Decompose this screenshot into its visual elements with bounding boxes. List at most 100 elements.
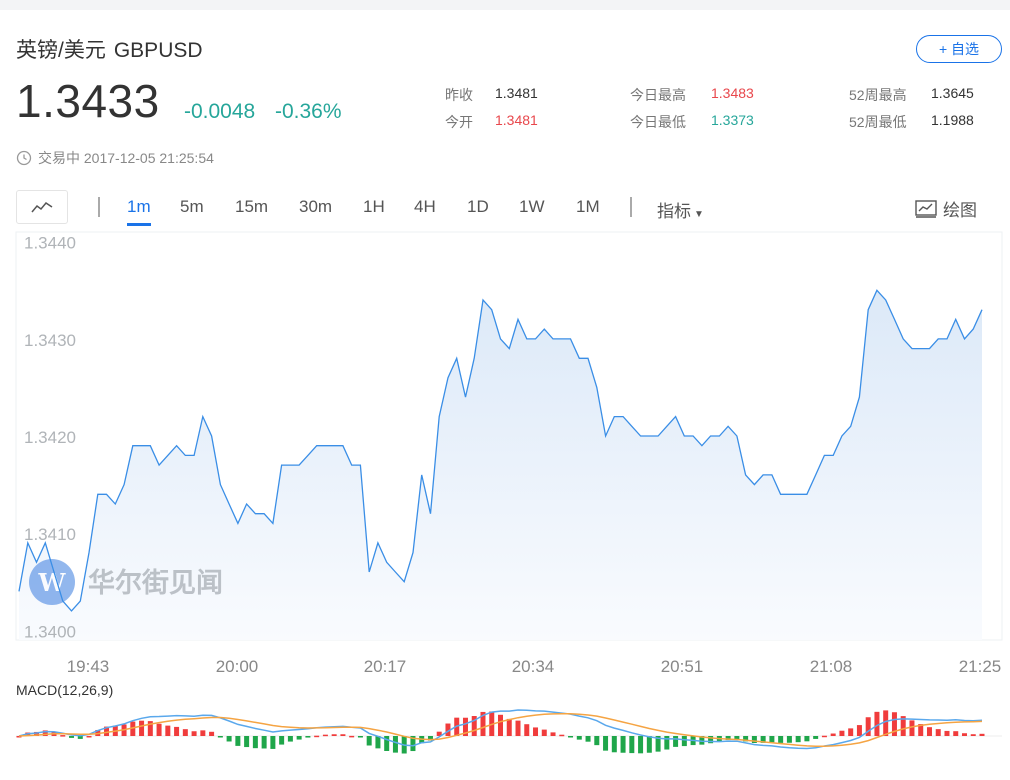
macd-bar [874, 711, 880, 736]
drawing-chart-icon [915, 199, 937, 218]
macd-bar [576, 736, 582, 740]
x-tick-label: 19:43 [67, 657, 110, 676]
macd-bar [918, 724, 924, 736]
y-tick-label: 1.3440 [24, 234, 76, 253]
macd-bar [261, 736, 267, 749]
draw-button[interactable]: 绘图 [915, 196, 977, 221]
timeframe-15m[interactable]: 15m [235, 197, 269, 216]
stat-value: 1.1988 [931, 112, 974, 128]
price-change-pct: -0.36% [275, 100, 342, 123]
price-line [18, 289, 983, 612]
clock-icon [16, 150, 32, 166]
macd-bar [445, 723, 451, 736]
y-tick-label: 1.3410 [24, 525, 76, 544]
macd-bar [961, 733, 967, 736]
macd-bar [279, 736, 285, 745]
macd-bar [786, 736, 792, 743]
macd-bar [891, 712, 897, 736]
macd-bar [813, 736, 819, 739]
macd-bar [357, 736, 363, 738]
macd-bar [16, 736, 22, 738]
timeframe-5m[interactable]: 5m [180, 197, 204, 216]
macd-bar [585, 736, 591, 742]
instrument-name: 英镑/美元 GBPUSD [16, 34, 203, 64]
macd-bar [314, 735, 320, 738]
macd-bar [638, 736, 644, 754]
macd-bar [620, 736, 626, 753]
macd-bar [104, 726, 110, 736]
macd-bar [287, 736, 293, 742]
macd-bar [392, 736, 398, 753]
macd-bar [795, 736, 801, 743]
status-text: 交易中 2017-12-05 21:25:54 [38, 150, 214, 166]
x-tick-label: 21:25 [959, 657, 1002, 676]
macd-bar [970, 734, 976, 736]
stat-52w-low: 52周最低 1.1988 [849, 112, 974, 132]
macd-bar [471, 716, 477, 736]
line-chart-icon [31, 202, 53, 213]
macd-bar [42, 730, 48, 736]
macd-bar [296, 736, 302, 740]
price-chart[interactable]: W 华尔街见闻 1.3440 1.3430 1.3420 1.3410 1.3400 19:4… [0, 220, 1010, 780]
timeframe-30m[interactable]: 30m [299, 197, 333, 216]
macd-bar [69, 736, 75, 738]
stat-52w-high: 52周最高 1.3645 [849, 85, 974, 105]
macd-bar [743, 736, 749, 742]
timeframe-1mo[interactable]: 1M [576, 197, 600, 216]
macd-bar [769, 736, 775, 743]
macd-dea-line [18, 712, 983, 747]
timeframe-1m[interactable]: 1m [127, 197, 151, 226]
macd-bar [174, 726, 180, 736]
macd-bar [725, 736, 731, 741]
add-watchlist-button[interactable]: + 自选 [916, 35, 1002, 63]
chart-type-button[interactable] [16, 190, 68, 224]
stat-label: 今开 [445, 114, 473, 130]
macd-bar [926, 727, 932, 736]
macd-bar [760, 736, 766, 743]
macd-bar [384, 736, 390, 751]
macd-bar [603, 736, 609, 751]
timeframe-1h[interactable]: 1H [363, 197, 385, 216]
macd-bar [209, 731, 215, 736]
macd-bar [533, 727, 539, 736]
macd-bar [594, 736, 600, 746]
macd-bar [375, 736, 381, 749]
macd-bar [34, 731, 40, 736]
macd-bar [953, 731, 959, 736]
macd-bar [646, 736, 652, 753]
x-tick-label: 20:51 [661, 657, 704, 676]
macd-bar [165, 725, 171, 736]
trading-status: 交易中 2017-12-05 21:25:54 [16, 148, 214, 168]
macd-bar [778, 736, 784, 743]
stat-day-high: 今日最高 1.3483 [630, 85, 754, 105]
stat-value: 1.3645 [931, 85, 974, 101]
macd-label: MACD(12,26,9) [16, 682, 114, 698]
draw-label: 绘图 [943, 201, 977, 220]
macd-bar [322, 734, 328, 737]
macd-bar [629, 736, 635, 754]
macd-bar [139, 720, 145, 736]
stat-open: 今开 1.3481 [445, 112, 538, 132]
macd-bar [848, 728, 854, 736]
macd-bar [410, 736, 416, 752]
timeframe-4h[interactable]: 4H [414, 197, 436, 216]
timeframe-1d[interactable]: 1D [467, 197, 489, 216]
logo-letter: W [38, 568, 67, 597]
toolbar-divider [98, 197, 100, 217]
macd-bar [550, 732, 556, 736]
x-tick-label: 20:17 [364, 657, 407, 676]
macd-bar [217, 736, 223, 738]
macd-bar [541, 729, 547, 736]
macd-bar [77, 736, 83, 739]
macd-bar [252, 736, 258, 749]
stat-value: 1.3483 [711, 85, 754, 101]
macd-bar [200, 730, 206, 736]
timeframe-1w[interactable]: 1W [519, 197, 545, 216]
macd-bar [611, 736, 617, 753]
macd-bar [349, 735, 355, 738]
stat-label: 52周最低 [849, 114, 907, 130]
macd-bar [498, 714, 503, 736]
macd-bar [182, 729, 188, 736]
y-tick-label: 1.3420 [24, 428, 76, 447]
indicator-dropdown[interactable]: 指标 ▼ [657, 197, 704, 222]
